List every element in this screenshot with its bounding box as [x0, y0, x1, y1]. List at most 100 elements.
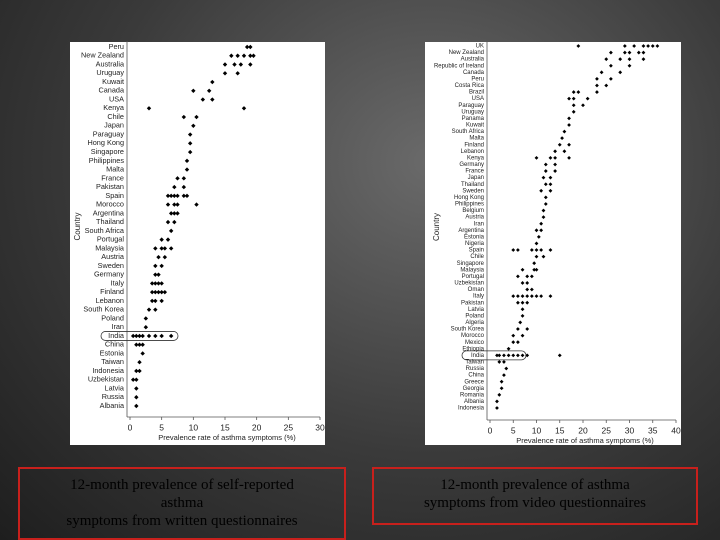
dot [520, 294, 525, 299]
category-label: Germany [459, 162, 484, 168]
dot [571, 103, 576, 108]
dot [495, 399, 499, 404]
dot [534, 294, 539, 299]
dot [159, 246, 164, 251]
dot [194, 114, 199, 120]
dot [627, 63, 632, 68]
category-label: Sweden [98, 261, 124, 270]
category-label: Kuwait [102, 77, 124, 86]
category-label: South Korea [451, 327, 485, 333]
dot [222, 62, 228, 67]
dot [529, 294, 534, 299]
category-label: Hong Kong [87, 138, 124, 147]
dot [172, 219, 177, 225]
x-tick-label: 5 [511, 425, 516, 435]
x-tick-label: 35 [648, 425, 658, 435]
dot [553, 149, 557, 154]
dot [529, 248, 534, 252]
category-label: New Zealand [449, 50, 484, 56]
x-tick-label: 40 [671, 425, 681, 435]
category-label: Chile [107, 112, 124, 121]
dot [650, 44, 655, 48]
dot [571, 109, 576, 114]
dot [168, 228, 174, 234]
category-label: Costa Rica [455, 83, 485, 89]
dot [499, 386, 504, 391]
dot [184, 158, 190, 164]
x-tick-label: 0 [488, 425, 493, 435]
x-tick-label: 20 [252, 422, 262, 432]
dot [516, 300, 520, 305]
dot [206, 88, 212, 93]
dot [571, 96, 576, 101]
dot [165, 202, 171, 207]
dot [153, 263, 158, 269]
dot [134, 342, 139, 347]
dot [191, 88, 196, 93]
category-label: Singapore [457, 261, 485, 267]
category-label: Romania [460, 392, 485, 398]
dot [162, 246, 168, 251]
x-axis-label: Prevalence rate of asthma symptoms (%) [516, 436, 654, 445]
dot [560, 136, 564, 141]
dot [149, 289, 155, 295]
dot [548, 248, 553, 252]
dot [609, 77, 613, 81]
category-label: China [468, 373, 484, 379]
chart-panel [425, 42, 681, 445]
dot [622, 50, 627, 55]
category-label: Lebanon [461, 149, 484, 155]
category-label: Portugal [97, 235, 125, 244]
dot [516, 248, 520, 252]
category-label: Mexico [465, 340, 485, 346]
dot [543, 202, 548, 206]
category-label: Canada [463, 70, 485, 76]
dot [168, 193, 174, 199]
dot [172, 211, 177, 216]
dot [520, 313, 525, 318]
dot [655, 44, 660, 48]
category-label: Austria [101, 252, 125, 261]
dot [571, 90, 576, 94]
category-label: China [105, 340, 125, 349]
category-label: UK [476, 44, 484, 50]
dot [534, 155, 539, 160]
dot [557, 142, 562, 147]
dot [162, 254, 168, 260]
dot [181, 184, 187, 190]
dot [581, 103, 585, 108]
dot [562, 129, 567, 134]
caption-box: 12-month prevalence of self-reported asth… [18, 467, 346, 540]
dot [251, 53, 256, 58]
category-label: Estonia [464, 234, 485, 240]
dot [525, 300, 530, 305]
dot [153, 289, 158, 295]
category-label: Lebanon [96, 296, 124, 305]
category-label: Algeria [465, 320, 484, 326]
dot [200, 97, 206, 102]
dot [534, 254, 539, 259]
category-label: Indonesia [92, 366, 125, 375]
category-label: South Africa [85, 226, 125, 235]
dot [604, 83, 609, 88]
category-label: Poland [465, 313, 484, 319]
category-label: India [108, 331, 125, 340]
category-label: Nigeria [465, 241, 485, 247]
dot [156, 289, 161, 295]
category-label: Panama [462, 116, 485, 122]
category-label: Malaysia [460, 267, 484, 273]
dot [502, 353, 506, 358]
dot [604, 57, 609, 62]
dot [499, 379, 504, 384]
dot [146, 333, 152, 339]
category-label: USA [472, 96, 484, 102]
category-label: Morocco [461, 333, 485, 339]
dot [165, 193, 171, 199]
category-label: Australia [461, 57, 485, 63]
dot [541, 254, 546, 259]
highlight-ring [100, 331, 179, 341]
x-tick-label: 20 [578, 425, 588, 435]
category-label: Paraguay [93, 129, 125, 138]
dot [520, 307, 525, 312]
dot [232, 62, 237, 67]
